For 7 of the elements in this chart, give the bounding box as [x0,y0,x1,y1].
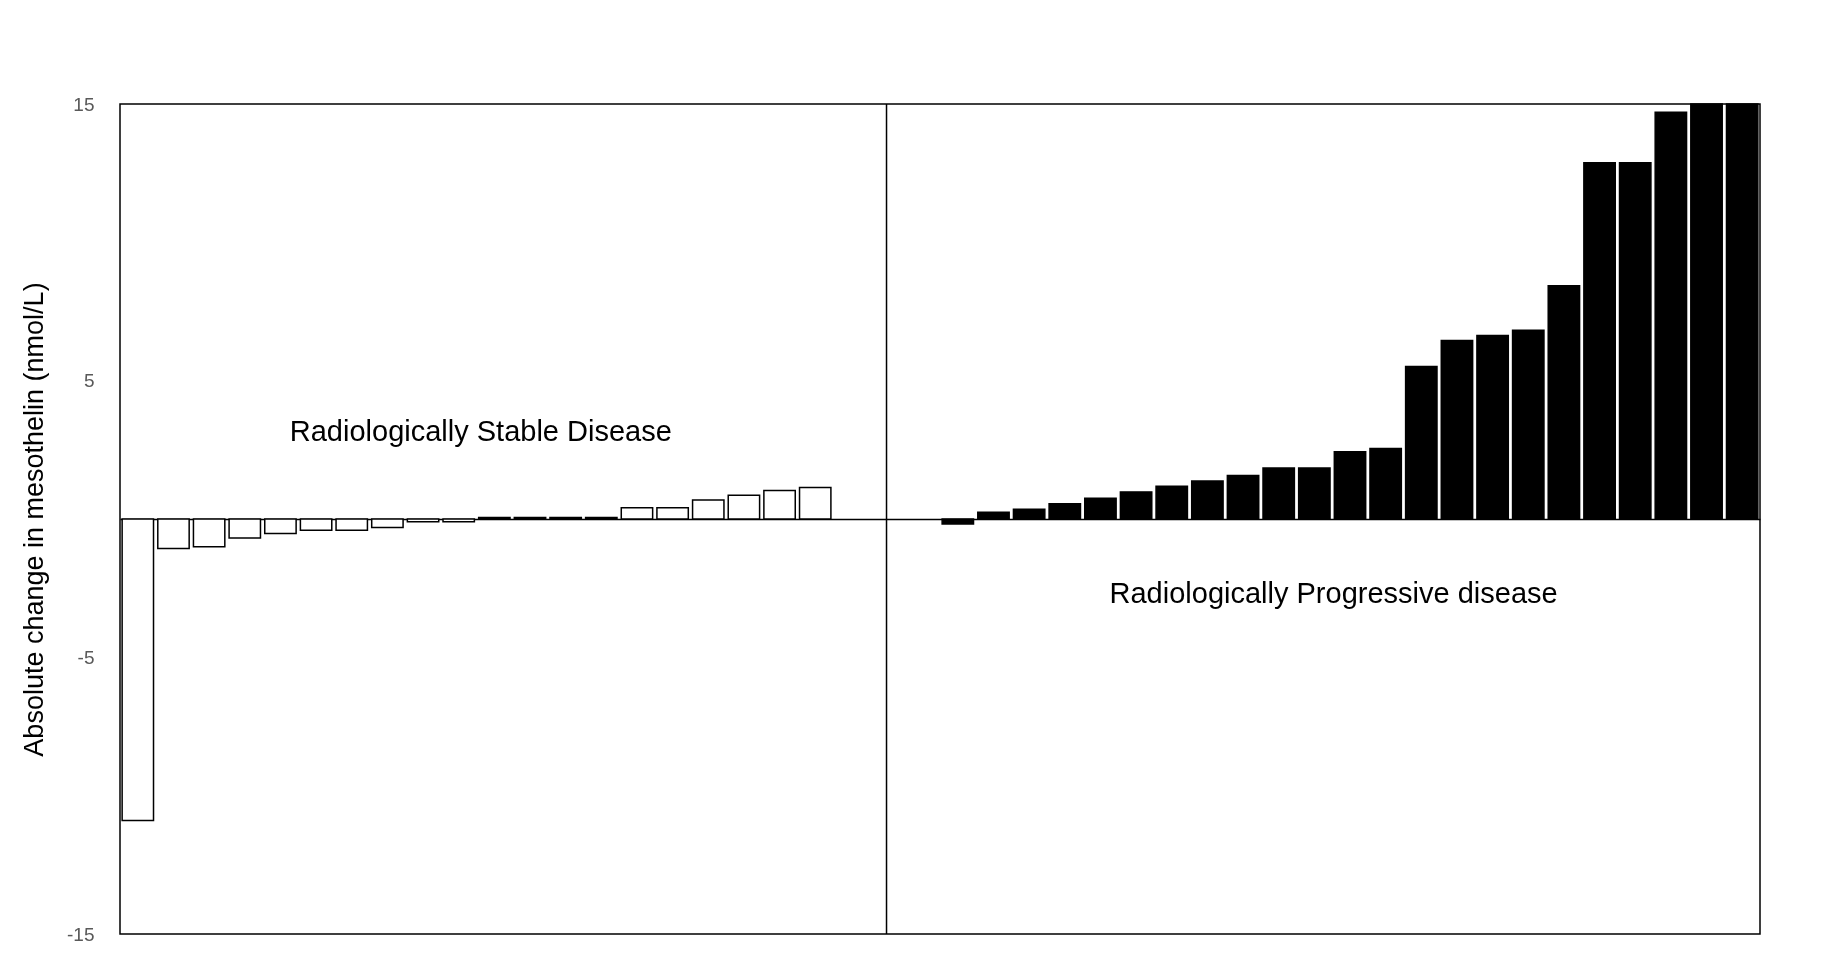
y-tick-label: 5 [83,370,95,392]
y-tick-label: -5 [77,646,95,668]
annotation: Radiologically Progressive disease [1109,576,1558,609]
y-tick-label: -15 [67,923,95,945]
y-axis-title: Absolute change in mesothelin (nmol/L) [19,282,50,757]
annotation: Radiologically Stable Disease [289,414,672,447]
y-tick-label: 15 [73,93,95,115]
